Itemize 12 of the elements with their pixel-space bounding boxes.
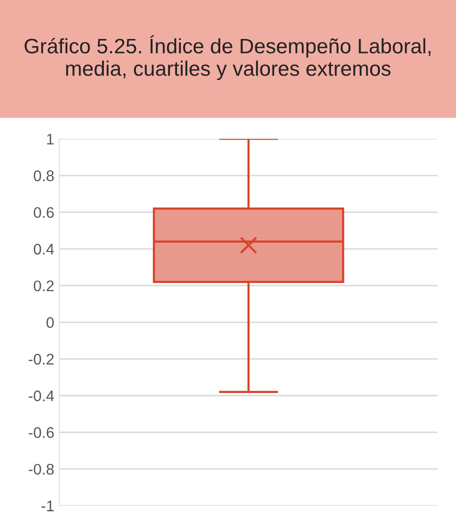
y-tick-label: -0.4 <box>28 390 54 402</box>
y-tick-label: -0.8 <box>28 464 54 475</box>
y-tick-label: 0.2 <box>34 280 54 292</box>
chart-title: Gráfico 5.25. Índice de Desempeño Laboral, media, cuartiles y valores extremos <box>24 35 431 80</box>
y-tick-label: 0.4 <box>34 244 54 255</box>
y-tick-label: -0.6 <box>28 427 54 438</box>
y-tick-label: -0.2 <box>28 354 54 365</box>
y-tick-label: 0 <box>46 317 54 328</box>
y-tick-label: 0.6 <box>34 207 54 218</box>
y-tick-label: 1 <box>47 134 54 144</box>
y-tick-label: -1 <box>42 500 54 512</box>
y-tick-label: 0.8 <box>34 170 54 182</box>
